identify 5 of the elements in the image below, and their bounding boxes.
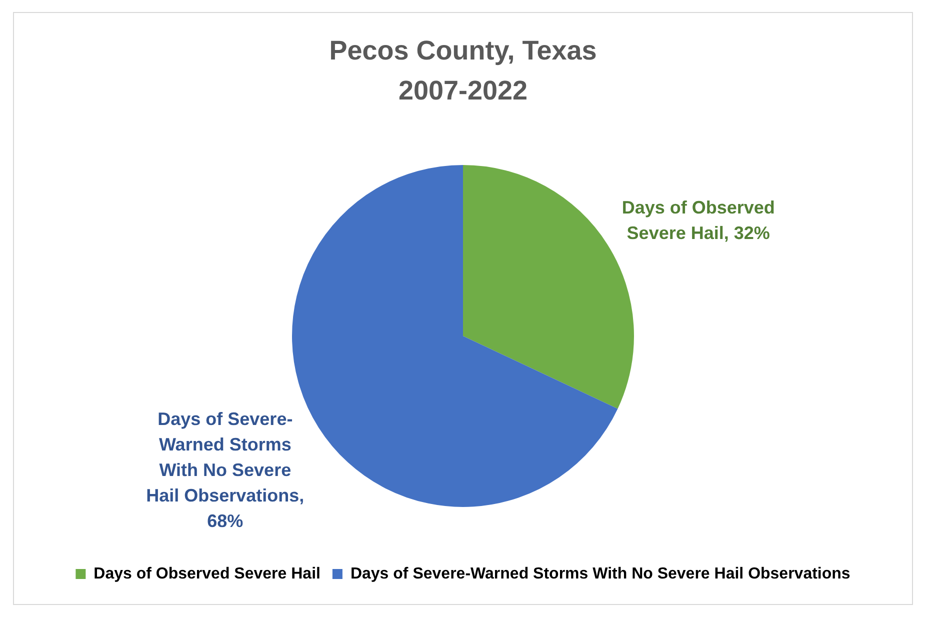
chart-title: Pecos County, Texas 2007-2022 bbox=[329, 35, 597, 106]
data-label: Days of Observed Severe Hail, 32% bbox=[622, 198, 775, 244]
legend-label: Days of Observed Severe Hail bbox=[94, 565, 320, 582]
data-label: Days of Severe-Warned Storms With No Severe Hail Observations, 68% bbox=[146, 408, 304, 531]
legend-label: Days of Severe-Warned Storms With No Severe Hail Observations bbox=[350, 565, 850, 582]
